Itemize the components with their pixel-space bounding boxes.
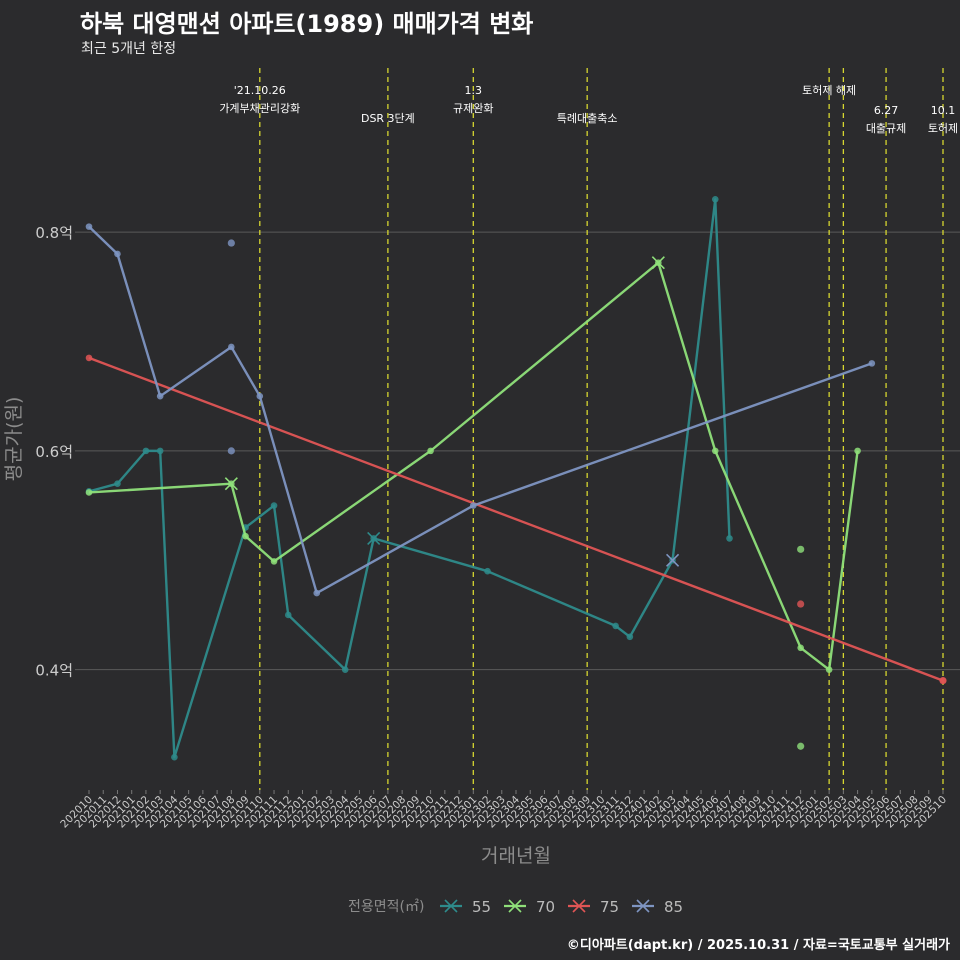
cross-marker-70 — [651, 256, 665, 270]
data-point-55 — [171, 753, 178, 761]
data-point-55 — [726, 535, 733, 542]
legend-swatch-cross — [572, 899, 586, 913]
data-point-85 — [470, 502, 477, 509]
data-point-85 — [313, 589, 321, 597]
data-point-70 — [854, 447, 861, 455]
series-line-85 — [88, 225, 873, 595]
legend-swatch-cross — [444, 899, 458, 913]
data-point-85 — [868, 360, 876, 367]
scatter-point-75 — [797, 600, 805, 608]
legend-item-55: 55 — [440, 898, 491, 916]
data-point-70 — [85, 489, 93, 496]
data-point-70 — [711, 447, 719, 455]
y-axis-title: 평균가(원) — [3, 397, 25, 482]
series-line-70 — [88, 261, 859, 671]
y-tick-label: 0.4억 — [35, 662, 73, 680]
event-label: '21.10.26 — [234, 84, 286, 97]
legend-title: 전용면적(㎡) — [348, 899, 424, 915]
data-point-55 — [612, 622, 619, 630]
cross-marker-85 — [666, 553, 680, 567]
y-tick-label: 0.8억 — [35, 224, 73, 242]
event-label: 토허제 해제 — [802, 83, 856, 97]
scatter-point-75 — [939, 677, 947, 685]
data-point-55 — [711, 195, 719, 203]
series-line-75 — [88, 356, 944, 682]
legend-swatch-cross — [636, 899, 650, 913]
legend-label: 70 — [536, 898, 555, 916]
legend-item-85: 85 — [632, 898, 683, 916]
series-line-55 — [88, 198, 731, 759]
data-point-55 — [114, 480, 121, 487]
data-point-55 — [270, 502, 278, 509]
chart-subtitle: 최근 5개년 한정 — [81, 41, 177, 57]
data-point-70 — [270, 558, 278, 565]
event-label: DSR 3단계 — [361, 112, 415, 125]
data-point-70 — [427, 447, 434, 455]
y-tick-label: 0.6억 — [35, 443, 73, 461]
data-point-55 — [142, 447, 150, 455]
cross-stroke — [367, 531, 381, 545]
event-label: 토허제 — [928, 122, 958, 135]
data-point-85 — [156, 392, 164, 400]
legend-label: 75 — [600, 898, 619, 916]
x-axis-title: 거래년월 — [481, 845, 551, 867]
data-point-55 — [626, 633, 634, 641]
legend-item-75: 75 — [568, 898, 619, 916]
legend-swatch-cross — [508, 899, 522, 913]
data-point-55 — [341, 666, 349, 673]
event-label: 대출규제 — [866, 122, 906, 135]
data-point-85 — [114, 250, 121, 258]
scatter-point-85 — [227, 239, 235, 247]
data-point-55 — [484, 567, 491, 575]
scatter-point-70 — [797, 742, 805, 750]
legend-label: 85 — [664, 898, 683, 916]
event-label: 1.3 — [465, 84, 483, 97]
chart-title: 하북 대영맨션 아파트(1989) 매매가격 변화 — [80, 10, 534, 38]
legend-label: 55 — [472, 898, 491, 916]
event-label: 가계부채관리강화 — [219, 102, 300, 115]
data-point-75 — [85, 354, 93, 362]
scatter-point-85 — [227, 447, 235, 455]
data-point-85 — [256, 392, 264, 400]
event-label: 10.1 — [931, 104, 956, 117]
data-point-70 — [825, 666, 833, 673]
data-point-55 — [284, 611, 292, 619]
data-point-55 — [156, 447, 164, 455]
data-point-85 — [85, 223, 93, 230]
data-point-85 — [228, 343, 235, 351]
event-label: 6.27 — [874, 104, 899, 117]
scatter-point-70 — [797, 545, 805, 553]
data-point-70 — [242, 532, 249, 540]
cross-stroke — [666, 553, 680, 567]
cross-marker-70 — [224, 477, 238, 491]
cross-marker-55 — [367, 531, 381, 545]
legend-item-70: 70 — [504, 898, 555, 916]
event-label: 규제완화 — [453, 102, 493, 115]
event-label: 특례대출축소 — [557, 112, 618, 125]
source-caption: ©디아파트(dapt.kr) / 2025.10.31 / 자료=국토교통부 실… — [566, 938, 950, 953]
data-point-70 — [797, 644, 804, 652]
cross-stroke — [651, 256, 665, 270]
cross-stroke — [224, 477, 238, 491]
